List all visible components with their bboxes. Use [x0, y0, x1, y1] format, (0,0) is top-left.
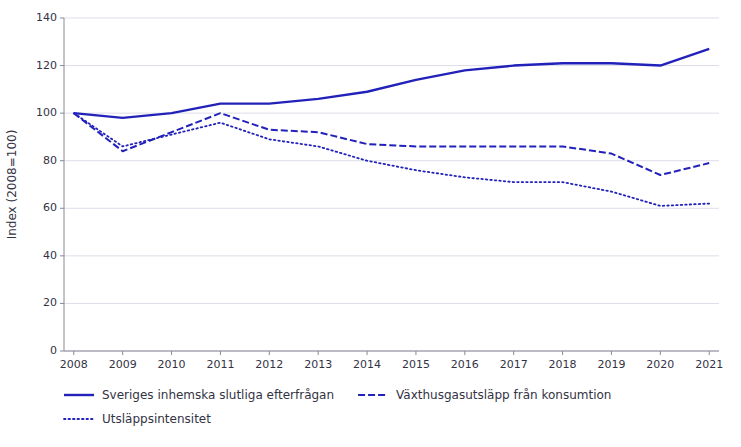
y-tick-label: 140 — [36, 11, 57, 24]
y-tick — [60, 160, 64, 161]
x-tick — [367, 351, 368, 355]
legend-swatch — [64, 394, 94, 396]
y-tick — [60, 113, 64, 114]
series-lines — [74, 49, 709, 206]
x-tick-label: 2009 — [109, 358, 137, 371]
x-tick — [660, 351, 661, 355]
y-axis-label: Index (2008=100) — [5, 130, 19, 240]
x-axis-line — [64, 351, 719, 352]
y-tick — [60, 65, 64, 66]
x-tick — [709, 351, 710, 355]
grid-line — [64, 160, 719, 161]
x-tick-label: 2014 — [353, 358, 381, 371]
x-tick-label: 2008 — [60, 358, 88, 371]
x-tick — [122, 351, 123, 355]
y-tick-label: 60 — [43, 201, 57, 214]
legend: Sveriges inhemska slutliga efterfrågan Vä… — [64, 388, 611, 426]
series-line — [74, 49, 709, 118]
y-tick — [60, 303, 64, 304]
grid-line — [64, 208, 719, 209]
y-tick — [60, 208, 64, 209]
x-tick — [318, 351, 319, 355]
y-axis-line — [64, 18, 65, 351]
legend-label: Växthusgasutsläpp från konsumtion — [396, 388, 611, 402]
x-tick-label: 2018 — [549, 358, 577, 371]
y-tick-label: 120 — [36, 59, 57, 72]
x-tick — [415, 351, 416, 355]
x-tick-label: 2013 — [304, 358, 332, 371]
grid-line — [64, 351, 719, 352]
x-tick-label: 2020 — [646, 358, 674, 371]
x-tick-label: 2017 — [500, 358, 528, 371]
x-tick-label: 2011 — [206, 358, 234, 371]
grid-line — [64, 303, 719, 304]
grid-line — [64, 255, 719, 256]
legend-label: Utsläppsintensitet — [102, 412, 211, 426]
x-tick — [73, 351, 74, 355]
y-tick-label: 20 — [43, 296, 57, 309]
y-tick — [60, 351, 64, 352]
y-tick-label: 100 — [36, 106, 57, 119]
grid-line — [64, 18, 719, 19]
legend-swatch — [64, 418, 94, 420]
x-tick — [269, 351, 270, 355]
series-line — [74, 113, 709, 206]
x-tick-label: 2015 — [402, 358, 430, 371]
x-tick-label: 2016 — [451, 358, 479, 371]
axes: 0 20 40 60 80 100 120 140 2008 2009 2010 2011 2012 20… — [36, 11, 723, 371]
x-tick — [513, 351, 514, 355]
x-tick — [611, 351, 612, 355]
x-tick — [220, 351, 221, 355]
x-tick-label: 2021 — [695, 358, 723, 371]
x-tick — [464, 351, 465, 355]
grid-line — [64, 65, 719, 66]
y-tick — [60, 18, 64, 19]
x-tick-label: 2010 — [158, 358, 186, 371]
x-tick-label: 2012 — [255, 358, 283, 371]
y-tick — [60, 255, 64, 256]
x-tick — [562, 351, 563, 355]
x-tick — [171, 351, 172, 355]
y-tick-label: 0 — [50, 344, 57, 357]
grid — [64, 18, 719, 351]
y-tick-label: 40 — [43, 249, 57, 262]
x-tick-label: 2019 — [597, 358, 625, 371]
chart: 0 20 40 60 80 100 120 140 2008 2009 2010 2011 2012 20… — [0, 0, 741, 447]
legend-label: Sveriges inhemska slutliga efterfrågan — [102, 388, 334, 402]
y-tick-label: 80 — [43, 154, 57, 167]
legend-swatch — [358, 394, 388, 396]
